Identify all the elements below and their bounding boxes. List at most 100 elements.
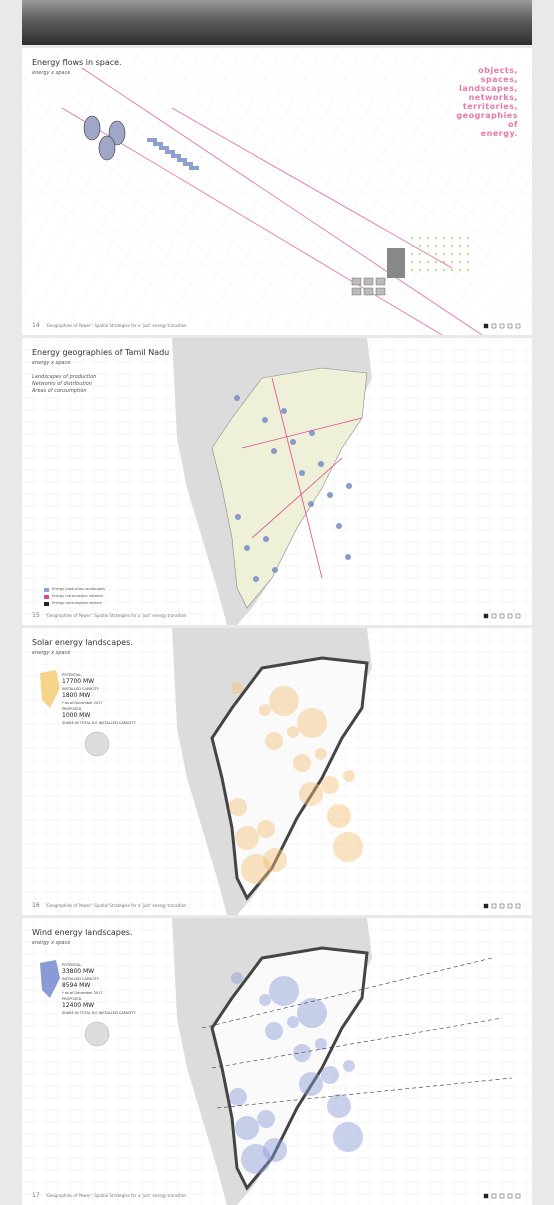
- transmission-line: [241, 417, 363, 449]
- page-indicator: [499, 613, 505, 619]
- crop: [434, 268, 438, 272]
- page-indicator: [499, 1193, 505, 1199]
- page-drawing: [22, 918, 532, 1205]
- energy-site: [287, 1016, 299, 1028]
- crop: [442, 244, 446, 248]
- page-title: Solar energy landscapes.: [32, 638, 133, 647]
- stat-label: INSTALLED CAPACITY: [62, 687, 99, 691]
- crop: [434, 260, 438, 264]
- legend-label: Energy production landscapes: [52, 587, 105, 591]
- energy-site: [271, 448, 277, 454]
- crop: [410, 236, 414, 240]
- crop: [466, 268, 470, 272]
- iso-grid: [361, 48, 532, 171]
- tamil-nadu-map: [211, 367, 368, 609]
- energy-site: [257, 1110, 275, 1128]
- solar-panel: [159, 146, 169, 150]
- energy-site: [235, 514, 241, 520]
- page-indicator: [483, 613, 489, 619]
- page-title: Energy flows in space.: [32, 58, 122, 67]
- energy-site: [235, 1116, 259, 1140]
- page-drawing: [22, 338, 532, 625]
- stat-value: 33800 MW: [62, 968, 95, 975]
- iso-grid: [281, 48, 532, 228]
- energy-site: [309, 430, 315, 436]
- crop: [450, 268, 454, 272]
- solar-panel: [183, 162, 193, 166]
- iso-grid: [22, 48, 163, 300]
- portfolio-page: objects, spaces, landscapes, networks, terri…: [22, 48, 532, 335]
- cooling-tower: [98, 135, 116, 161]
- iso-grid: [22, 162, 263, 335]
- iso-grid: [22, 148, 283, 335]
- footer-text: 'Geographies of Power': Spatial Strategi…: [45, 1193, 187, 1198]
- iso-grid: [22, 133, 303, 335]
- slogan-line: energy.: [480, 129, 518, 138]
- energy-site: [315, 1038, 327, 1050]
- slogan-line: objects,: [478, 66, 518, 75]
- energy-site: [327, 1094, 351, 1118]
- energy-site: [229, 798, 247, 816]
- energy-site: [241, 854, 271, 884]
- page-indicator: [499, 903, 505, 909]
- building: [375, 277, 386, 286]
- stat-note: * as of December 2017: [62, 701, 103, 705]
- footer-text: 'Geographies of Power': Spatial Strategi…: [45, 323, 187, 328]
- energy-site: [299, 470, 305, 476]
- energy-site: [333, 1122, 363, 1152]
- energy-site: [231, 682, 243, 694]
- iso-grid: [22, 48, 43, 85]
- crop: [410, 268, 414, 272]
- page-number: 15: [32, 612, 40, 619]
- energy-site: [262, 417, 268, 423]
- crop: [442, 252, 446, 256]
- portfolio-page: POTENTIAL 33800 MW INSTALLED CAPACITY 8594 …: [22, 918, 532, 1205]
- solar-panel: [165, 150, 175, 154]
- transmission-line: [251, 457, 343, 539]
- state-thumbnail: [40, 670, 60, 708]
- energy-site: [265, 732, 283, 750]
- iso-grid: [22, 48, 83, 157]
- tamil-nadu-map: [210, 656, 369, 901]
- crop: [418, 252, 422, 256]
- crop: [418, 268, 422, 272]
- crop: [466, 252, 470, 256]
- crop: [426, 244, 430, 248]
- energy-site: [293, 1044, 311, 1062]
- building: [351, 277, 362, 286]
- subtitle-line: Networks of distribution: [32, 381, 92, 387]
- crop: [442, 268, 446, 272]
- page-indicator: [483, 323, 489, 329]
- subtitle-line: Landscapes of production: [32, 374, 97, 380]
- crop: [458, 236, 462, 240]
- building: [363, 287, 374, 296]
- stat-label: POTENTIAL: [62, 963, 82, 967]
- stat-label: PROPOSED: [62, 997, 82, 1001]
- stat-value: 1000 MW: [62, 712, 91, 719]
- footer-text: 'Geographies of Power': Spatial Strategi…: [45, 613, 187, 618]
- solar-panel: [189, 166, 199, 170]
- stat-value: 17700 MW: [62, 678, 95, 685]
- crop: [458, 244, 462, 248]
- page-indicator: [483, 1193, 489, 1199]
- page-indicator: [491, 903, 497, 909]
- building: [375, 287, 386, 296]
- iso-grid: [321, 48, 532, 199]
- energy-site: [346, 483, 352, 489]
- crop: [426, 260, 430, 264]
- energy-site: [235, 826, 259, 850]
- page-subtitle: energy x space: [32, 940, 71, 946]
- page-footer: 15 'Geographies of Power': Spatial Strate…: [32, 612, 187, 619]
- page-footer: 16 'Geographies of Power': Spatial Strate…: [32, 902, 187, 909]
- stat-label: POTENTIAL: [62, 673, 82, 677]
- slogan-line: networks,: [468, 93, 518, 102]
- crop: [434, 236, 438, 240]
- page-footer: 14 'Geographies of Power': Spatial Strate…: [32, 322, 187, 329]
- crop: [410, 252, 414, 256]
- energy-site: [299, 782, 323, 806]
- page-indicator: [515, 903, 521, 909]
- energy-site: [308, 501, 314, 507]
- iso-grid: [61, 48, 463, 335]
- stat-note: * as of December 2017: [62, 991, 103, 995]
- legend-swatch: [44, 602, 49, 606]
